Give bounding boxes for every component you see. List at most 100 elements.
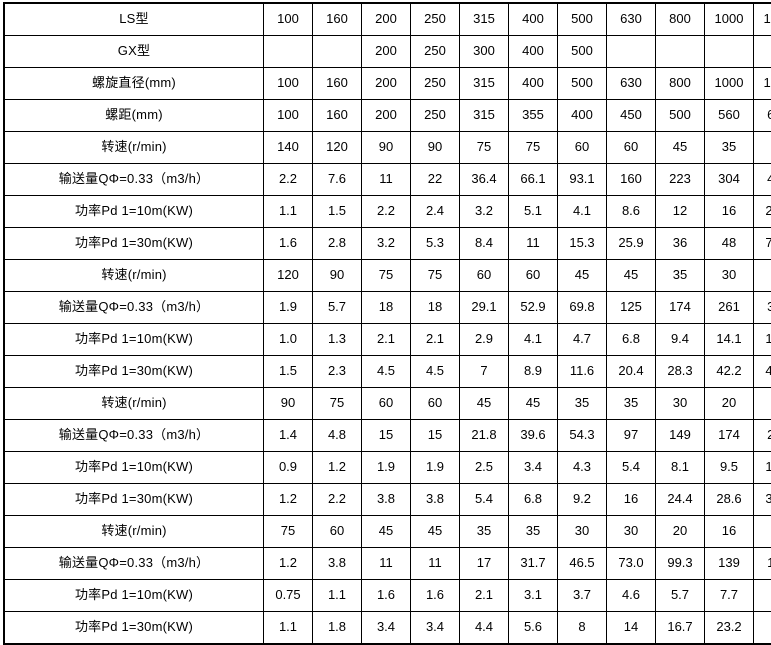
table-row: LS型10016020025031540050063080010001250 [4,3,771,36]
row-label-cell: 功率Pd 1=30m(KW) [4,612,264,645]
row-label-cell: 螺距(mm) [4,100,264,132]
data-cell: 1000 [705,3,754,36]
data-cell: 1250 [754,3,771,36]
data-cell: 45 [460,388,509,420]
data-cell: 99.3 [656,548,705,580]
data-cell: 400 [509,68,558,100]
data-cell: 45 [656,132,705,164]
data-cell: 31.7 [509,548,558,580]
data-cell: 4.7 [558,324,607,356]
data-cell: 500 [558,68,607,100]
data-cell: 35 [460,516,509,548]
data-cell [264,36,313,68]
data-cell: 1.1 [264,612,313,645]
data-cell: 3.8 [313,548,362,580]
data-cell: 3.8 [411,484,460,516]
row-label-cell: 转速(r/min) [4,388,264,420]
data-cell: 560 [705,100,754,132]
data-cell: 9.4 [656,324,705,356]
data-cell: 35 [509,516,558,548]
data-cell: 11 [509,228,558,260]
row-label-cell: 功率Pd 1=10m(KW) [4,324,264,356]
data-cell: 60 [460,260,509,292]
data-cell: 2.4 [411,196,460,228]
data-cell: 35 [656,260,705,292]
data-cell: 100 [264,3,313,36]
data-cell: 1.6 [362,580,411,612]
data-cell: 73.0 [607,548,656,580]
data-cell: 9.2 [558,484,607,516]
data-cell: 75 [264,516,313,548]
data-cell: 2.1 [460,580,509,612]
data-cell: 29.1 [460,292,509,324]
data-cell: 120 [264,260,313,292]
data-cell: 1.9 [264,292,313,324]
data-cell: 20 [656,516,705,548]
data-cell: 93.1 [558,164,607,196]
data-cell: 60 [313,516,362,548]
row-label-cell: 功率Pd 1=10m(KW) [4,580,264,612]
data-cell: 5.6 [509,612,558,645]
data-cell: 30 [705,260,754,292]
data-cell: 140 [264,132,313,164]
data-cell: 4.8 [313,420,362,452]
data-cell: 160 [313,3,362,36]
row-label-cell: 输送量QΦ=0.33（m3/h） [4,420,264,452]
row-label-cell: 转速(r/min) [4,132,264,164]
data-cell: 315 [460,3,509,36]
data-cell: 21.8 [460,420,509,452]
data-cell: 261 [705,292,754,324]
data-cell: 174 [705,420,754,452]
data-cell: 5.4 [607,452,656,484]
data-cell: 2.1 [362,324,411,356]
data-cell: 4.3 [558,452,607,484]
data-cell: 4.1 [558,196,607,228]
row-label-cell: 螺旋直径(mm) [4,68,264,100]
data-cell: 23.2 [705,612,754,645]
data-cell: 4.6 [607,580,656,612]
data-cell: 17 [460,548,509,580]
data-cell: 2.2 [313,484,362,516]
data-cell: 100 [264,68,313,100]
data-cell: 54.3 [558,420,607,452]
data-cell: 13.3 [754,452,771,484]
data-cell: 15.3 [558,228,607,260]
data-cell: 8.6 [607,196,656,228]
data-cell: 24.4 [656,484,705,516]
data-cell: 11 [362,548,411,580]
data-cell: 90 [411,132,460,164]
data-cell: 33 [754,612,771,645]
row-label-cell: 功率Pd 1=10m(KW) [4,452,264,484]
data-cell: 160 [607,164,656,196]
data-cell: 1.2 [313,452,362,484]
data-cell: 630 [607,68,656,100]
data-cell: 8.4 [460,228,509,260]
row-label-cell: 功率Pd 1=10m(KW) [4,196,264,228]
data-cell: 45 [607,260,656,292]
data-cell: 4.4 [460,612,509,645]
data-cell: 69.8 [558,292,607,324]
data-cell: 2.8 [313,228,362,260]
data-cell: 3.7 [558,580,607,612]
data-cell: 36 [656,228,705,260]
data-cell: 8.9 [509,356,558,388]
data-cell: 3.4 [362,612,411,645]
data-cell: 20.4 [607,356,656,388]
data-cell: 1.1 [313,580,362,612]
data-cell: 30 [656,388,705,420]
data-cell: 49.5 [754,356,771,388]
data-cell: 1000 [705,68,754,100]
table-row: 螺距(mm)100160200250315355400450500560630 [4,100,771,132]
table-row: 转速(r/min)9075606045453535302016 [4,388,771,420]
row-label-cell: 功率Pd 1=30m(KW) [4,228,264,260]
data-cell: 1.2 [264,548,313,580]
data-cell: 5.3 [411,228,460,260]
data-cell: 800 [656,3,705,36]
data-cell: 15 [411,420,460,452]
data-cell: 305 [754,292,771,324]
data-cell: 28.6 [705,484,754,516]
screw-conveyor-spec-table: LS型10016020025031540050063080010001250GX… [3,2,771,645]
